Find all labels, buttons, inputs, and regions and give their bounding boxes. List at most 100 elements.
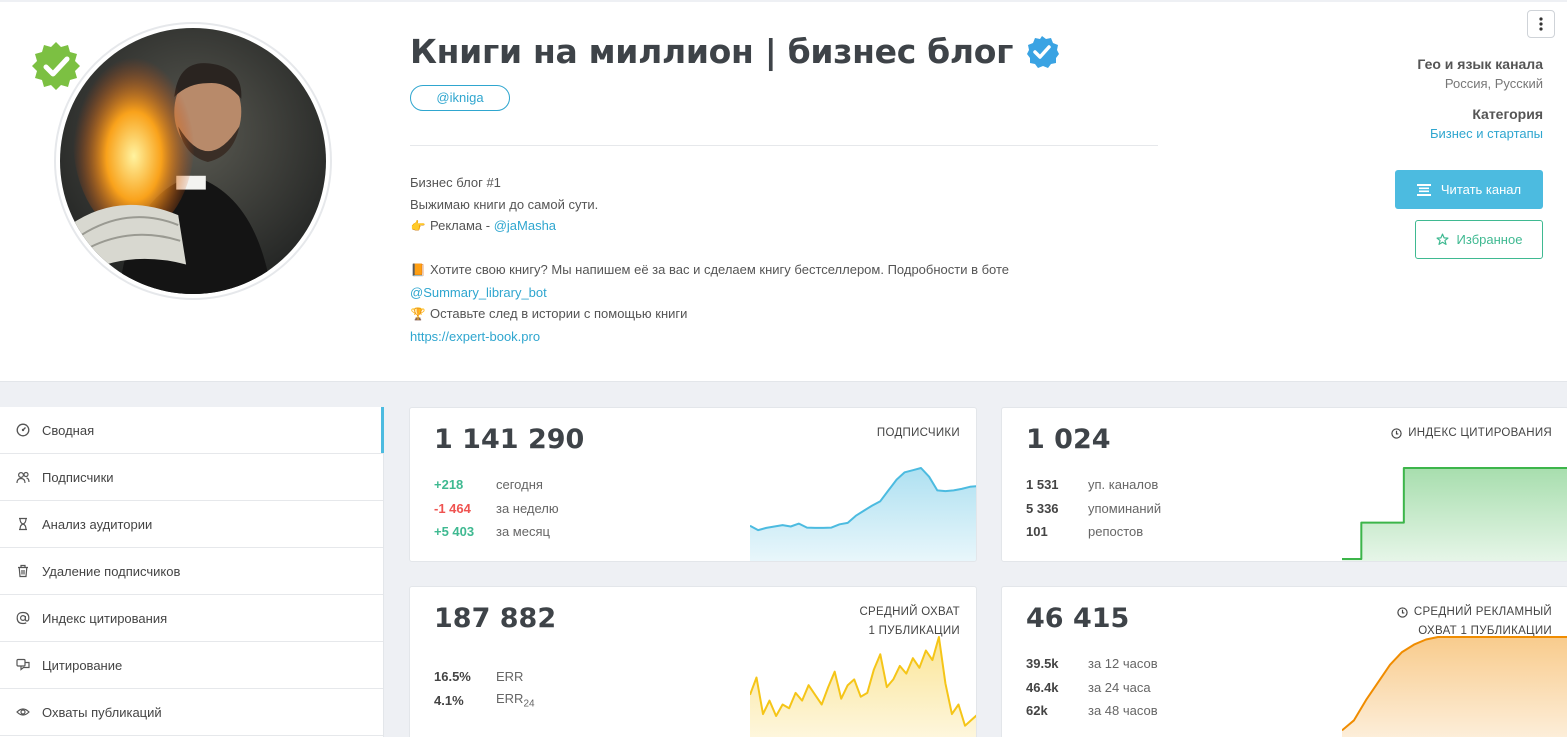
stat-label-text: за 24 часа <box>1088 679 1151 695</box>
stat-label: за месяц <box>496 524 550 539</box>
stat-label-text: за 12 часов <box>1088 656 1158 672</box>
description-line: @Summary_library_bot <box>410 282 1009 304</box>
category-link[interactable]: Бизнес и стартапы <box>1429 126 1543 141</box>
info-icon[interactable] <box>1391 428 1402 439</box>
stat-value: 5 336 <box>1026 500 1059 516</box>
stat-value: 1 531 <box>1026 477 1059 493</box>
description-line: Выжимаю книги до самой сути. <box>410 194 1009 216</box>
description-line: 🏆 Оставьте след в истории с помощью книги <box>410 303 1009 326</box>
stat-label: за 12 часов <box>1088 656 1158 671</box>
description-link[interactable]: @Summary_library_bot <box>410 284 547 300</box>
favorite-button[interactable]: Избранное <box>1415 220 1543 259</box>
citation-caption-text: ИНДЕКС ЦИТИРОВАНИЯ <box>1408 427 1552 439</box>
stat-label-subscript: 24 <box>523 698 535 710</box>
ad-reach-caption: СРЕДНИЙ РЕКЛАМНЫЙ ОХВАТ 1 ПУБЛИКАЦИИ <box>1397 603 1552 641</box>
channel-title: Книги на миллион | бизнес блог <box>410 32 1014 71</box>
citation-caption: ИНДЕКС ЦИТИРОВАНИЯ <box>1391 424 1552 443</box>
trash-icon <box>16 564 30 578</box>
subscribers-card[interactable]: 1 141 290 ПОДПИСЧИКИ +218 сегодня -1 464 за… <box>409 407 977 562</box>
stat-label: ERR24 <box>496 691 535 710</box>
header-divider <box>410 145 1158 146</box>
users-icon <box>16 470 30 484</box>
list-icon <box>1416 183 1431 196</box>
stat-value: 101 <box>1026 524 1048 540</box>
more-vertical-icon <box>1539 17 1543 31</box>
stat-row: -1 464 за неделю <box>434 497 559 521</box>
description-text: Реклама - <box>430 218 494 233</box>
more-options-button[interactable] <box>1527 10 1555 38</box>
sparkline-area <box>750 468 976 561</box>
sidebar-item-label: Анализ аудитории <box>42 516 153 532</box>
reach-caption: СРЕДНИЙ ОХВАТ 1 ПУБЛИКАЦИИ <box>859 603 960 641</box>
sparkline-line <box>750 467 976 532</box>
stat-label-text: за 48 часов <box>1088 703 1158 719</box>
read-channel-label: Читать канал <box>1440 182 1522 197</box>
subscribers-count: 1 141 290 <box>434 424 585 455</box>
stat-row: 46.4k за 24 часа <box>1026 676 1158 700</box>
sidebar-item-label: Подписчики <box>42 469 114 485</box>
sidebar-item[interactable]: Удаление подписчиков <box>0 548 383 595</box>
ad-reach-rows: 39.5k за 12 часов 46.4k за 24 часа 62k за 48 … <box>1026 652 1158 723</box>
sparkline-area <box>750 637 976 737</box>
geo-block: Гео и язык канала Россия, Русский <box>1417 56 1543 91</box>
description-line: Бизнес блог #1 <box>410 172 1009 194</box>
sidebar-item[interactable]: Сводная <box>0 407 384 454</box>
channel-header: Книги на миллион | бизнес блог @ikniga Б… <box>0 2 1567 382</box>
sidebar-item[interactable]: Подписчики <box>0 454 383 501</box>
description-emoji-icon: 📙 <box>410 263 426 277</box>
geo-label: Гео и язык канала <box>1417 56 1543 72</box>
reach-sparkline <box>750 636 976 737</box>
channel-description: Бизнес блог #1 Выжимаю книги до самой сут… <box>410 172 1009 347</box>
description-emoji-icon: 👉 <box>410 219 426 233</box>
stat-label-text: ERR <box>496 669 524 685</box>
sidebar-item[interactable]: Охваты публикаций <box>0 689 383 736</box>
stat-label: за неделю <box>496 501 559 516</box>
favorite-label: Избранное <box>1456 232 1523 247</box>
description-text: Хотите свою книгу? Мы напишем её за вас … <box>430 262 1010 277</box>
stat-row: 16.5% ERR <box>434 665 535 689</box>
description-line <box>410 238 1009 260</box>
stat-label: репостов <box>1088 524 1143 539</box>
sidebar-item[interactable]: Анализ аудитории <box>0 501 383 548</box>
verified-check-icon <box>1027 35 1060 68</box>
description-text: Выжимаю книги до самой сути. <box>410 196 599 212</box>
description-link[interactable]: https://expert-book.pro <box>410 328 541 344</box>
stat-value: +218 <box>434 477 464 493</box>
subscribers-caption: ПОДПИСЧИКИ <box>877 424 960 443</box>
category-block: Категория Бизнес и стартапы <box>1430 106 1543 141</box>
stat-row: 101 репостов <box>1026 520 1161 544</box>
reach-card[interactable]: 187 882 СРЕДНИЙ ОХВАТ 1 ПУБЛИКАЦИИ 16.5% E… <box>409 586 977 737</box>
sidebar-item-label: Индекс цитирования <box>42 610 168 626</box>
sidebar-item-label: Сводная <box>42 422 95 438</box>
channel-handle[interactable]: @ikniga <box>410 85 510 111</box>
stat-value: 62k <box>1026 703 1048 719</box>
dashboard-icon <box>16 423 30 437</box>
description-link[interactable]: @jaMasha <box>493 218 557 233</box>
geo-value: Россия, Русский <box>1444 76 1543 91</box>
citation-card[interactable]: 1 024 ИНДЕКС ЦИТИРОВАНИЯ 1 531 уп. канало… <box>1001 407 1567 562</box>
read-channel-button[interactable]: Читать канал <box>1395 170 1543 209</box>
stat-label-text: упоминаний <box>1088 500 1162 516</box>
sparkline-line <box>1342 467 1567 560</box>
ad-reach-card[interactable]: 46 415 СРЕДНИЙ РЕКЛАМНЫЙ ОХВАТ 1 ПУБЛИКАЦ… <box>1001 586 1567 737</box>
stat-value: 4.1% <box>434 692 464 708</box>
sidebar-item-label: Удаление подписчиков <box>42 563 181 579</box>
hourglass-icon <box>16 517 30 531</box>
sparkline-line <box>1342 636 1567 732</box>
reach-caption-line1: СРЕДНИЙ ОХВАТ <box>859 606 960 618</box>
info-icon[interactable] <box>1397 607 1408 618</box>
sidebar-item[interactable]: Индекс цитирования <box>0 595 383 642</box>
sidebar-item[interactable]: Цитирование <box>0 642 383 689</box>
stat-label-text: за месяц <box>496 524 550 540</box>
description-line: 👉 Реклама - @jaMasha <box>410 215 1009 238</box>
sidebar-item-label: Охваты публикаций <box>42 704 162 720</box>
eye-icon <box>16 705 30 719</box>
citation-rows: 1 531 уп. каналов 5 336 упоминаний 101 репост… <box>1026 473 1161 544</box>
stat-row: 4.1% ERR24 <box>434 689 535 713</box>
stat-label-text: сегодня <box>496 477 543 493</box>
at-icon <box>16 611 30 625</box>
ad-reach-caption-line2: ОХВАТ 1 ПУБЛИКАЦИИ <box>1418 625 1552 637</box>
stat-value: 46.4k <box>1026 679 1059 695</box>
citation-sparkline <box>1342 467 1567 561</box>
sidebar-nav: Сводная Подписчики Анализ аудитории Удалени… <box>0 407 384 737</box>
